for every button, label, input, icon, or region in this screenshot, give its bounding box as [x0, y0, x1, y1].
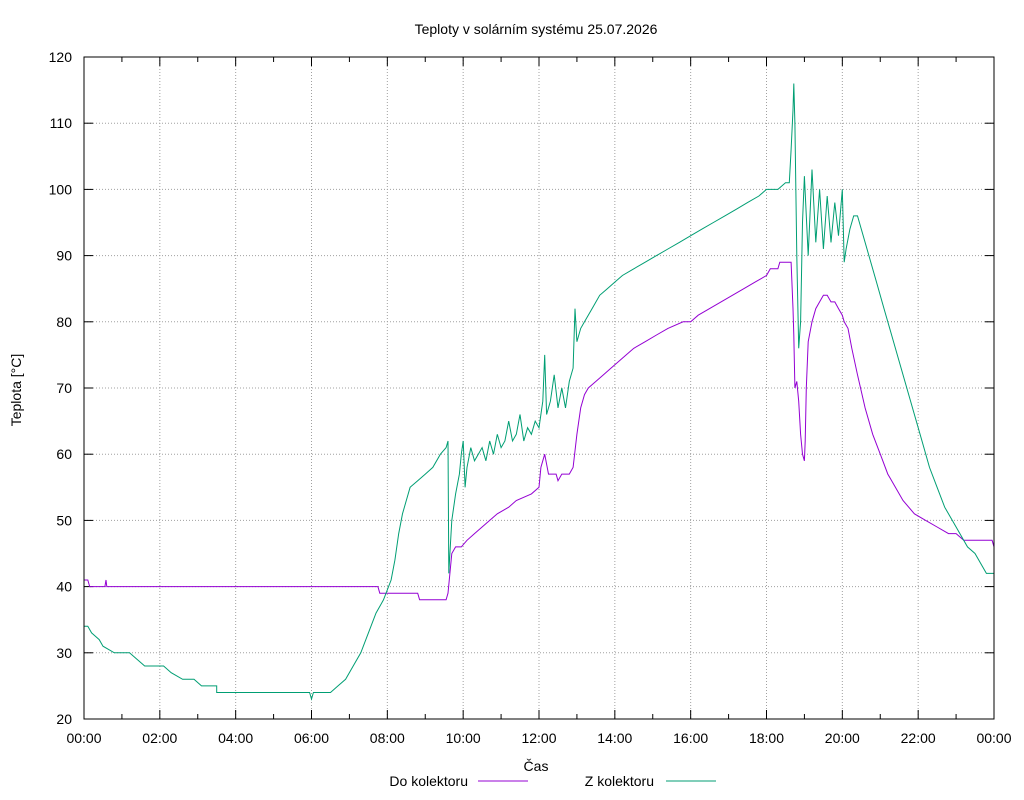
x-tick-label: 08:00 — [370, 730, 405, 746]
x-tick-label: 16:00 — [673, 730, 708, 746]
y-tick-label: 60 — [56, 446, 72, 462]
series-line-1 — [84, 261, 995, 601]
x-tick-label: 00:00 — [976, 730, 1011, 746]
chart-title: Teploty v solárním systému 25.07.2026 — [415, 21, 658, 37]
y-axis: 20 30 40 50 60 70 80 90 100 110 120 — [49, 49, 994, 727]
y-axis-label: Teplota [°C] — [8, 354, 24, 427]
plot-frame — [83, 56, 995, 720]
y-tick-label: 50 — [56, 512, 72, 528]
y-tick-label: 90 — [56, 248, 72, 264]
y-tick-label: 120 — [49, 49, 73, 65]
x-tick-label: 02:00 — [142, 730, 177, 746]
grid — [84, 57, 994, 719]
legend: Do kolektoru Z kolektoru — [389, 773, 716, 789]
series-group — [84, 83, 995, 701]
x-tick-label: 06:00 — [294, 730, 329, 746]
series-line-2 — [84, 83, 994, 701]
y-tick-label: 70 — [56, 380, 72, 396]
x-tick-label: 04:00 — [218, 730, 253, 746]
y-tick-label: 30 — [56, 645, 72, 661]
x-tick-label: 10:00 — [446, 730, 481, 746]
legend-label: Do kolektoru — [389, 773, 468, 789]
x-axis-label: Čas — [524, 758, 549, 774]
x-tick-label: 00:00 — [66, 730, 101, 746]
y-tick-label: 40 — [56, 579, 72, 595]
x-tick-label: 18:00 — [749, 730, 784, 746]
x-axis: 00:00 02:00 04:00 06:00 08:00 10:00 12:00 14:00… — [66, 57, 1012, 746]
y-tick-label: 80 — [56, 314, 72, 330]
y-tick-label: 100 — [49, 181, 73, 197]
x-tick-label: 22:00 — [901, 730, 936, 746]
legend-label: Z kolektoru — [585, 773, 654, 789]
x-tick-label: 12:00 — [521, 730, 556, 746]
y-tick-label: 20 — [56, 711, 72, 727]
x-tick-label: 14:00 — [597, 730, 632, 746]
y-tick-label: 110 — [50, 115, 73, 131]
x-tick-label: 20:00 — [825, 730, 860, 746]
